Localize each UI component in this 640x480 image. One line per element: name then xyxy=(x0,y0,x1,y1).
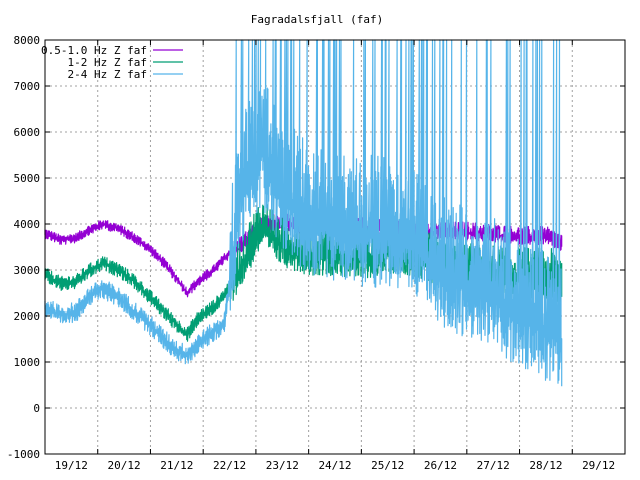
series-layer xyxy=(44,39,563,387)
y-tick-label: 2000 xyxy=(14,310,41,323)
y-tick-label: 6000 xyxy=(14,126,41,139)
x-tick-label: 24/12 xyxy=(318,459,351,472)
x-tick-label: 20/12 xyxy=(108,459,141,472)
y-tick-label: 1000 xyxy=(14,356,41,369)
x-tick-label: 19/12 xyxy=(55,459,88,472)
x-tick-label: 23/12 xyxy=(266,459,299,472)
y-tick-label: 7000 xyxy=(14,80,41,93)
legend-label: 2-4 Hz Z faf xyxy=(68,68,147,81)
series-line xyxy=(44,39,563,387)
x-tick-label: 26/12 xyxy=(424,459,457,472)
chart-title: Fagradalsfjall (faf) xyxy=(251,13,383,26)
x-tick-label: 21/12 xyxy=(160,459,193,472)
y-tick-label: -1000 xyxy=(7,448,40,461)
legend-label: 1-2 Hz Z faf xyxy=(68,56,147,69)
x-tick-label: 25/12 xyxy=(371,459,404,472)
x-tick-label: 28/12 xyxy=(529,459,562,472)
y-tick-label: 4000 xyxy=(14,218,41,231)
legend-label: 0.5-1.0 Hz Z faf xyxy=(41,44,147,57)
y-tick-label: 3000 xyxy=(14,264,41,277)
y-tick-label: 0 xyxy=(33,402,40,415)
y-tick-label: 8000 xyxy=(14,34,41,47)
x-tick-label: 27/12 xyxy=(477,459,510,472)
y-tick-label: 5000 xyxy=(14,172,41,185)
axes: -1000 0 1000 2000 3000 4000 5000 6000 7000 8000 19… xyxy=(7,34,626,472)
plot-frame xyxy=(44,39,626,455)
x-tick-label: 22/12 xyxy=(213,459,246,472)
x-tick-label: 29/12 xyxy=(582,459,615,472)
